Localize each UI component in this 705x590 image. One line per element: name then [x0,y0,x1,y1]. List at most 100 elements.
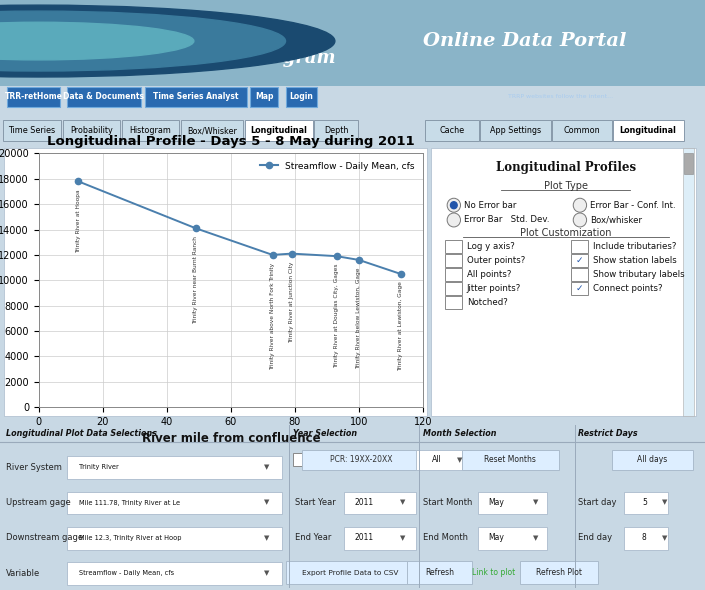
FancyBboxPatch shape [293,453,305,467]
Text: All: All [432,455,442,464]
Text: Trinity River near Burnt Ranch: Trinity River near Burnt Ranch [193,236,198,324]
FancyBboxPatch shape [624,491,668,514]
Text: Plot Customization: Plot Customization [520,228,611,238]
FancyBboxPatch shape [431,148,696,417]
FancyBboxPatch shape [478,527,547,550]
Text: Longitudinal Plot Data Selections: Longitudinal Plot Data Selections [6,428,157,438]
Text: End day: End day [578,533,612,542]
Text: Error Bar - Conf. Int.: Error Bar - Conf. Int. [590,201,676,209]
Text: Mile 111.78, Trinity River at Le: Mile 111.78, Trinity River at Le [79,500,180,506]
FancyBboxPatch shape [684,153,694,175]
FancyBboxPatch shape [445,282,462,295]
Text: ▼: ▼ [533,535,539,541]
FancyBboxPatch shape [571,282,588,295]
Text: Longitudinal Profiles: Longitudinal Profiles [496,161,636,174]
Text: ▼: ▼ [662,500,668,506]
Text: ▼: ▼ [264,500,269,506]
FancyBboxPatch shape [121,120,179,141]
Text: Trinity River: Trinity River [79,464,118,470]
Text: Show tributary labels: Show tributary labels [593,270,685,279]
FancyBboxPatch shape [683,148,694,416]
Text: 2011: 2011 [355,498,374,507]
Text: App Settings: App Settings [490,126,541,135]
FancyBboxPatch shape [613,120,684,141]
Text: All points?: All points? [467,270,511,279]
Text: End Year: End Year [295,533,331,542]
Text: Log y axis?: Log y axis? [467,242,515,251]
FancyBboxPatch shape [344,527,416,550]
Text: Reset Months: Reset Months [484,455,537,464]
Text: Time Series Analyst: Time Series Analyst [153,92,238,101]
Text: May: May [489,533,505,542]
Text: May: May [489,498,505,507]
FancyBboxPatch shape [425,120,479,141]
Text: Refresh: Refresh [425,568,455,577]
Text: Longitudinal: Longitudinal [620,126,677,135]
FancyBboxPatch shape [612,450,693,470]
Text: Trinity River at Hoopa: Trinity River at Hoopa [75,189,80,253]
FancyBboxPatch shape [180,120,243,141]
FancyBboxPatch shape [286,562,416,584]
Text: TRRP websites follow the intent...: TRRP websites follow the intent... [508,94,613,99]
FancyBboxPatch shape [416,450,471,470]
Text: Year Selection: Year Selection [293,428,357,438]
Text: Trinity River below Lewiston, Gage: Trinity River below Lewiston, Gage [357,267,362,369]
Text: Start Year: Start Year [295,498,336,507]
Text: Link to plot: Link to plot [472,568,515,577]
Text: Notched?: Notched? [467,298,508,307]
FancyBboxPatch shape [67,87,141,107]
FancyBboxPatch shape [250,87,278,107]
Text: Longitudinal: Longitudinal [250,126,307,135]
FancyBboxPatch shape [520,562,598,584]
Text: Time Series: Time Series [8,126,56,135]
Text: Outer points?: Outer points? [467,256,525,266]
FancyBboxPatch shape [67,491,282,514]
Text: Refresh Plot: Refresh Plot [536,568,582,577]
FancyBboxPatch shape [0,0,705,86]
FancyBboxPatch shape [407,562,472,584]
Text: Depth: Depth [324,126,348,135]
Title: Longitudinal Profile - Days 5 - 8 May during 2011: Longitudinal Profile - Days 5 - 8 May du… [47,135,415,148]
Text: Export Profile Data to CSV: Export Profile Data to CSV [302,570,398,576]
Text: Streamflow - Daily Mean, cfs: Streamflow - Daily Mean, cfs [79,570,174,576]
Text: 2011: 2011 [355,533,374,542]
Text: Error Bar   Std. Dev.: Error Bar Std. Dev. [464,215,550,224]
FancyBboxPatch shape [462,450,559,470]
Legend: Streamflow - Daily Mean, cfs: Streamflow - Daily Mean, cfs [257,158,419,174]
Circle shape [0,11,286,71]
Text: Upstream gage: Upstream gage [6,498,70,507]
Text: Jitter points?: Jitter points? [467,284,521,293]
Text: ▼: ▼ [662,535,668,541]
Text: Start Month: Start Month [423,498,472,507]
FancyBboxPatch shape [478,491,547,514]
FancyBboxPatch shape [4,148,427,417]
Text: Variable: Variable [6,569,40,578]
Text: ✓: ✓ [575,256,583,266]
Text: Histogram: Histogram [129,126,171,135]
Circle shape [573,198,587,212]
Circle shape [447,213,460,227]
Circle shape [447,198,460,212]
Text: All days: All days [637,455,667,464]
Text: No Error bar: No Error bar [464,201,517,209]
Text: Include tributaries?: Include tributaries? [593,242,676,251]
Text: ▼: ▼ [264,535,269,541]
Text: ✓: ✓ [575,284,583,293]
X-axis label: River mile from confluence: River mile from confluence [142,432,320,445]
Text: Restoration Program: Restoration Program [123,49,336,67]
Text: 5: 5 [642,498,646,507]
Text: Restrict Days: Restrict Days [578,428,638,438]
FancyBboxPatch shape [7,87,60,107]
Text: ▼: ▼ [264,570,269,576]
Text: Login: Login [290,92,313,101]
Text: ▼: ▼ [400,535,406,541]
Text: Box/whisker: Box/whisker [590,215,642,224]
FancyBboxPatch shape [245,120,312,141]
Text: River System: River System [6,463,61,472]
FancyBboxPatch shape [480,120,551,141]
Circle shape [450,202,457,209]
FancyBboxPatch shape [344,491,416,514]
Text: Month Selection: Month Selection [423,428,496,438]
FancyBboxPatch shape [63,120,120,141]
FancyBboxPatch shape [4,120,61,141]
